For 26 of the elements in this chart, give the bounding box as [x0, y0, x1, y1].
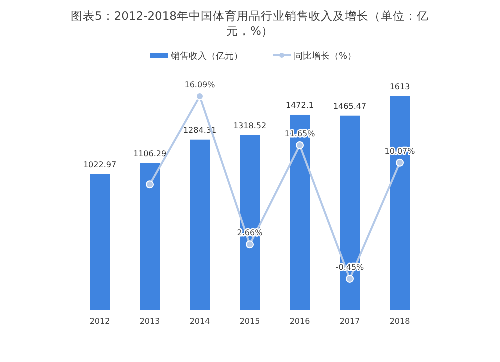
point — [246, 240, 254, 249]
chart-title: 图表5：2012-2018年中国体育用品行业销售收入及增长（单位：亿元，%） — [71, 9, 429, 38]
x-tick-label: 2018 — [390, 317, 410, 326]
x-tick-label: 2016 — [290, 317, 310, 326]
x-tick-label: 2015 — [240, 317, 260, 326]
data-label: 1472.1 — [286, 100, 314, 110]
data-label: 16.09% — [184, 80, 216, 90]
data-label: 1284.31 — [183, 126, 217, 135]
bar — [90, 174, 110, 310]
data-label: 1318.52 — [233, 121, 267, 130]
x-tick-label: 2012 — [90, 317, 110, 326]
x-tick-label: 2014 — [190, 317, 210, 326]
data-label: 1106.29 — [133, 149, 167, 158]
data-label: 1465.47 — [333, 102, 367, 111]
legend-label: 销售收入（亿元） — [170, 51, 243, 62]
bar — [140, 163, 160, 310]
data-label: 1613 — [390, 82, 410, 92]
point — [296, 141, 304, 150]
x-tick-label: 2017 — [340, 317, 360, 326]
point — [146, 180, 154, 189]
bar — [190, 140, 210, 310]
legend-label: 同比增长（%） — [294, 51, 357, 62]
x-tick-label: 2013 — [140, 317, 160, 326]
data-label: 1022.97 — [83, 160, 117, 170]
point — [346, 274, 354, 283]
point — [396, 158, 404, 167]
